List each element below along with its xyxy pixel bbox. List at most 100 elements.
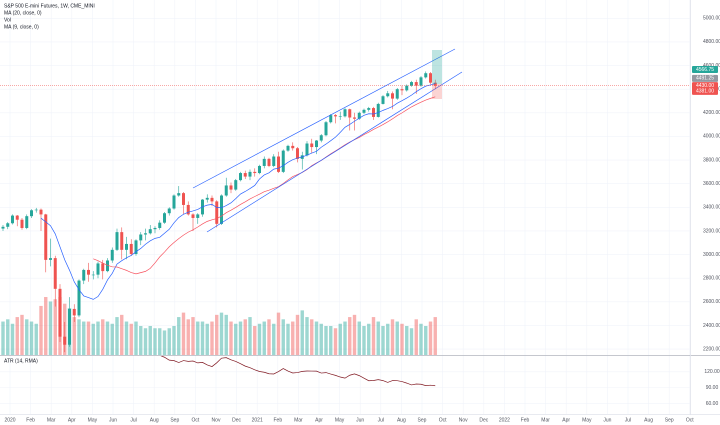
candle-body [139,234,143,241]
x-tick-label: Dec [479,417,488,423]
x-tick-label: Mar [294,417,303,423]
volume-bar [105,321,110,355]
volume-bar [276,312,281,355]
candle-body [267,158,271,166]
candle-body [158,222,162,228]
x-tick-label: Sep [170,417,179,423]
volume-bar [291,321,295,355]
y-tick-label: 2600.00 [703,299,720,305]
candle-body [367,108,371,110]
candle-body [433,82,437,86]
x-tick-label: Apr [562,417,570,423]
candle-body [291,145,295,149]
candle-body [39,209,43,215]
y-tick-label: 3000.00 [703,252,720,258]
price-layer [0,71,690,353]
candle-body [210,197,214,202]
volume-bar [343,321,347,355]
price-badge-label: 4430.00 [696,83,714,89]
x-tick-label: 2022 [499,417,510,423]
candle-body [338,116,342,117]
candle-body [153,227,157,230]
moving-average [40,83,436,300]
volume-bar [400,323,404,355]
volume-bar [210,321,214,355]
candle-body [34,209,38,211]
candle-body [205,197,209,200]
candle-body [110,249,114,261]
candle-body [191,214,195,218]
price-badge [692,87,718,95]
candle-body [144,233,147,235]
candle-body [186,204,190,215]
volume-legend[interactable]: Vol [4,17,11,23]
candle-body [310,143,314,148]
x-tick-label: Nov [459,417,468,423]
atr-layer [160,356,436,387]
candle-body [224,185,228,196]
candle-body [72,308,76,316]
volume-bar [381,326,385,355]
volume-bar [405,326,409,355]
candle-body [167,208,171,214]
x-tick-label: Apr [68,417,76,423]
volume-bar [186,319,190,355]
x-tick-label: Mar [47,417,56,423]
x-tick-label: Jul [625,417,631,423]
volume-bar [72,317,76,355]
candle-body [49,258,52,260]
volume-bar [376,321,380,355]
candle-body [258,165,261,174]
x-tick-label: Feb [273,417,282,423]
volume-bar [196,321,200,355]
volume-bar [362,326,366,355]
y-tick-label: 3600.00 [703,181,720,187]
y-tick-label: 4200.00 [703,110,720,116]
candle-body [414,82,418,86]
candle-body [106,260,109,272]
atr-legend[interactable]: ATR (14, RMA) [4,358,38,364]
candle-body [44,214,48,260]
candle-body [58,288,62,337]
candle-body [286,145,290,151]
volume-bar [6,319,10,355]
candle-body [148,229,152,234]
candle-body [424,73,428,78]
candle-body [376,103,380,117]
candle-body [91,274,95,276]
volume-bar [115,317,119,355]
x-tick-label: May [335,417,345,423]
candle-body [419,77,423,86]
y-tick-label: 4800.00 [703,39,720,45]
candle-body [82,269,86,281]
volume-bar [234,323,238,355]
trend-line[interactable] [192,48,456,189]
candle-body [30,210,33,217]
long-position-target[interactable] [432,50,442,84]
candle-body [182,193,185,205]
atr-tick-label: 120.00 [704,369,720,375]
volume-bar [262,321,266,355]
volume-bar [200,321,205,355]
volume-bar [248,317,252,355]
volume-bar [295,314,300,355]
candle-body [25,216,29,228]
volume-bar [10,323,15,355]
volume-bar [305,317,309,355]
volume-bar [29,321,34,355]
candle-body [172,195,176,209]
candle-body [6,223,10,227]
trend-line[interactable] [206,71,463,233]
indicator-legend[interactable]: MA (20, close, 0) [4,10,42,16]
indicator-legend[interactable]: MA (9, close, 0) [4,24,39,30]
long-position-stop[interactable] [432,84,442,99]
volume-bar [153,328,157,355]
x-tick-label: Aug [644,417,653,423]
candle-body [234,180,238,190]
volume-bar [148,326,152,355]
price-badge-label: 4566.75 [696,67,714,73]
candle-body [391,93,394,99]
candle-body [262,158,266,166]
x-tick-label: Feb [521,417,530,423]
